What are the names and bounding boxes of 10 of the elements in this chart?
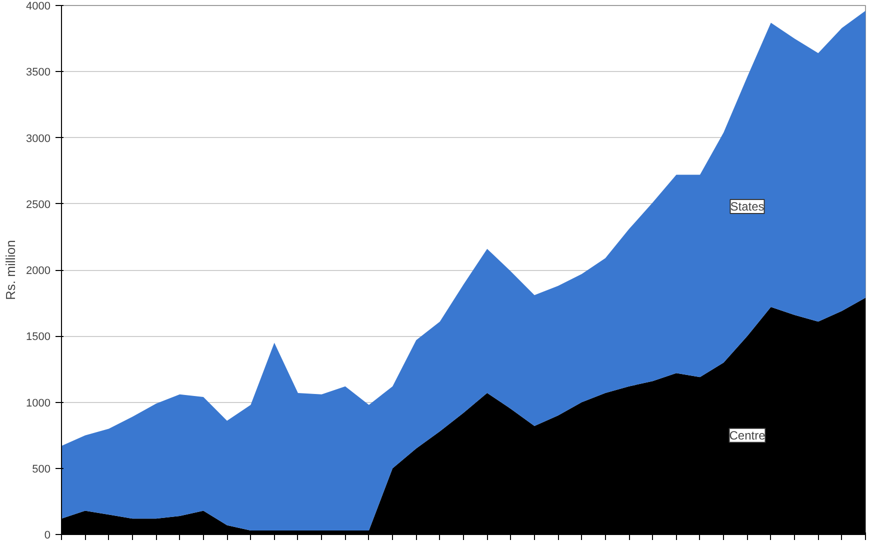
y-tick-label: 3000	[26, 132, 51, 145]
y-tick-label: 1000	[26, 397, 51, 410]
y-tick-label: 3500	[26, 66, 51, 79]
y-axis-title: Rs. million	[3, 240, 18, 300]
y-tick-label: 4000	[26, 0, 51, 12]
y-tick-label: 2000	[26, 265, 51, 277]
y-tick-label: 2500	[26, 198, 51, 211]
y-tick-label: 1500	[26, 331, 51, 344]
y-tick-label: 0	[44, 530, 51, 542]
y-tick-label: 500	[32, 463, 51, 476]
